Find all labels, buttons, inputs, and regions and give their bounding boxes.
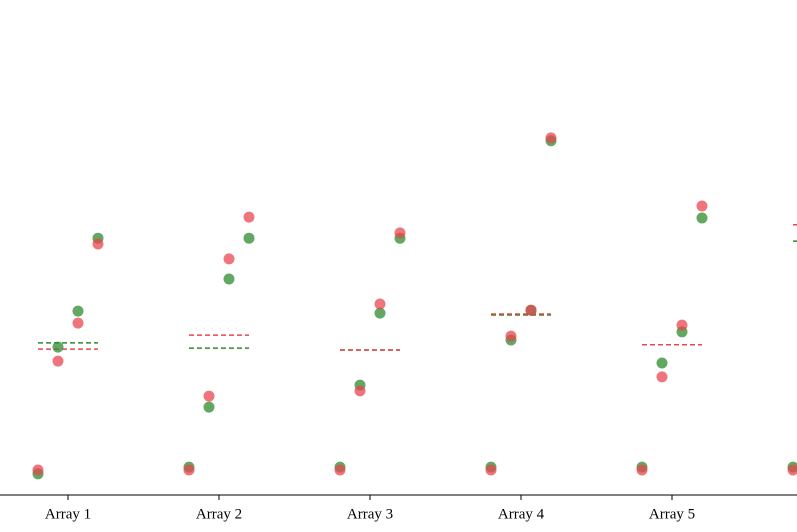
point <box>52 341 64 353</box>
x-tick-label: Array 1 <box>45 506 91 522</box>
point <box>525 304 537 316</box>
point <box>354 385 366 397</box>
point <box>223 273 235 285</box>
point <box>92 238 104 250</box>
point <box>676 319 688 331</box>
point <box>696 200 708 212</box>
point <box>374 298 386 310</box>
point <box>203 390 215 402</box>
point <box>72 317 84 329</box>
point <box>334 464 346 476</box>
point <box>636 464 648 476</box>
point <box>203 401 215 413</box>
x-tick-label: Array 4 <box>498 506 545 522</box>
point <box>243 232 255 244</box>
point <box>656 357 668 369</box>
point <box>52 355 64 367</box>
point <box>545 132 557 144</box>
point <box>374 307 386 319</box>
point <box>394 227 406 239</box>
x-tick-label: Array 5 <box>649 506 695 522</box>
point <box>696 212 708 224</box>
x-tick-label: Array 2 <box>196 506 242 522</box>
point <box>656 371 668 383</box>
point <box>223 253 235 265</box>
point <box>243 211 255 223</box>
x-tick-label: Array 3 <box>347 506 393 522</box>
point <box>32 464 44 476</box>
point <box>787 464 797 476</box>
point <box>505 330 517 342</box>
point <box>183 464 195 476</box>
point <box>485 464 497 476</box>
point <box>72 305 84 317</box>
